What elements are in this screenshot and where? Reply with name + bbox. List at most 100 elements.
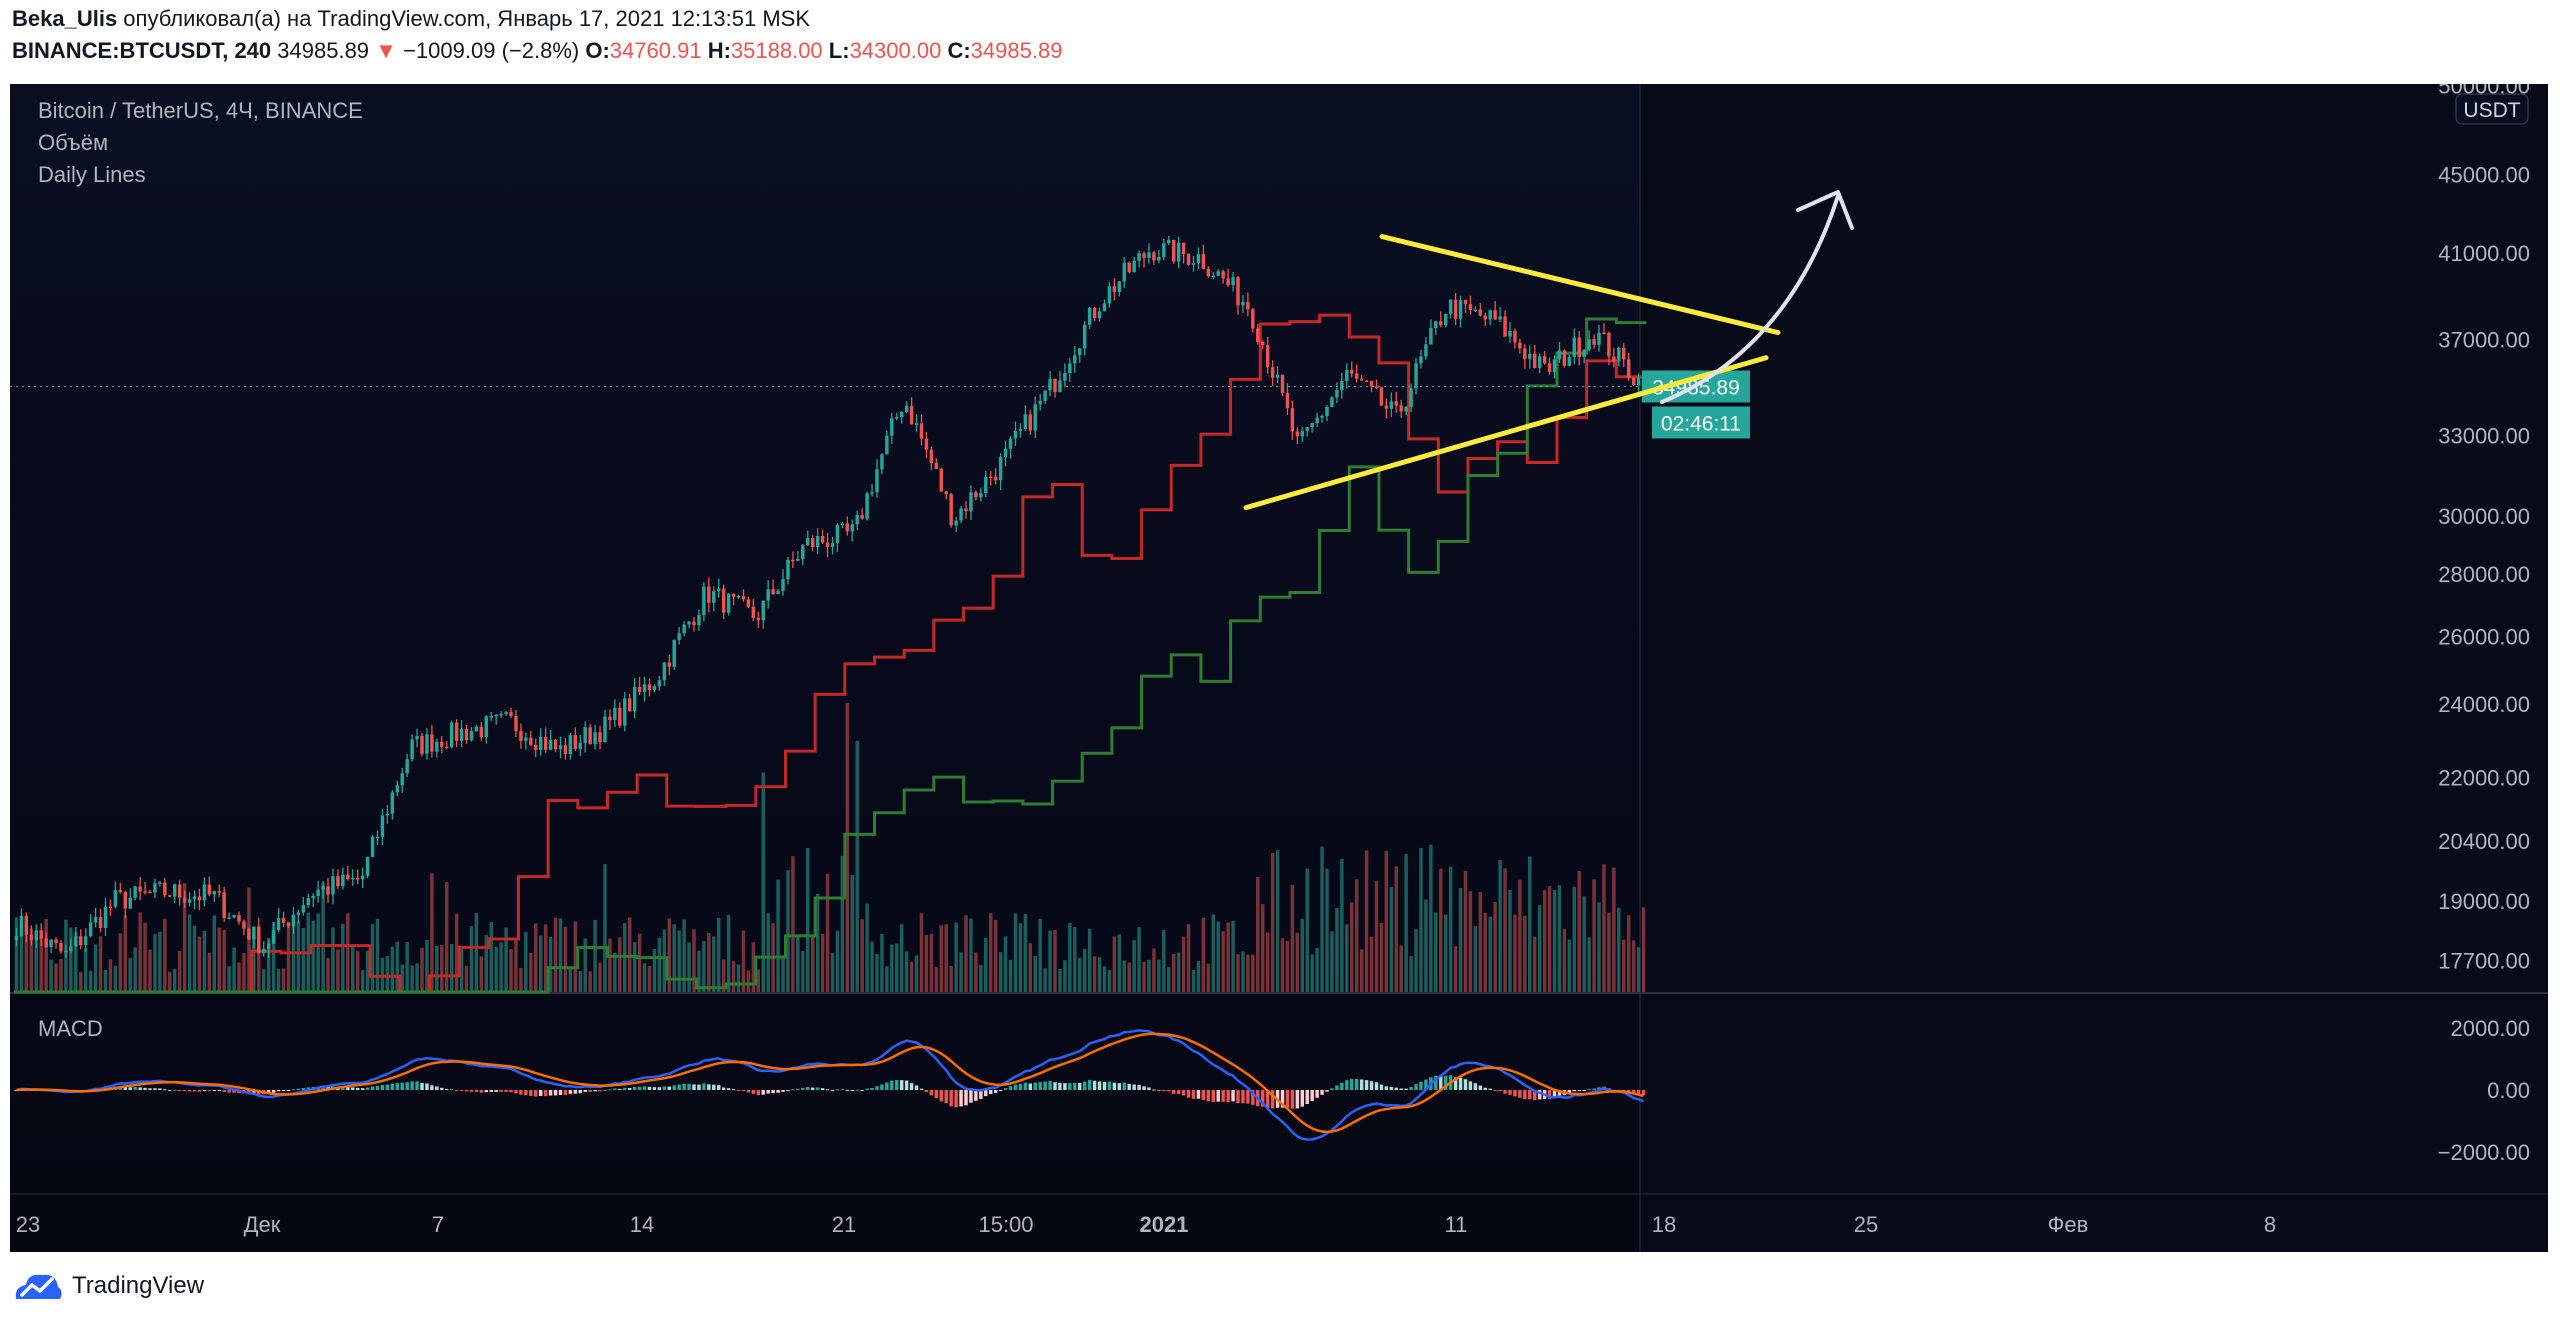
chart-area[interactable]: 34985.89 02:46:11 45000.00 41000.00 37000.0… <box>10 84 2548 1252</box>
macd-histogram-bar <box>1137 1084 1141 1090</box>
macd-histogram-bar <box>1523 1090 1527 1100</box>
macd-histogram-bar <box>454 1090 459 1091</box>
volume-bar <box>39 936 43 992</box>
candle-body <box>257 926 261 954</box>
upper-trendline[interactable] <box>1379 234 1781 336</box>
volume-bar <box>138 912 142 992</box>
macd-histogram-bar <box>1439 1075 1443 1090</box>
volume-bar <box>410 965 414 992</box>
candle-body <box>919 423 924 439</box>
forecast-arrow[interactable] <box>1660 194 1840 404</box>
macd-histogram-bar <box>815 1087 820 1090</box>
candle-body <box>667 662 672 667</box>
macd-histogram-bar <box>984 1090 988 1097</box>
macd-histogram-bar <box>1557 1090 1562 1096</box>
macd-histogram-bar <box>519 1090 523 1095</box>
volume-bar <box>647 965 652 992</box>
candle-body <box>949 494 953 526</box>
macd-legend[interactable]: MACD <box>38 1016 103 1041</box>
macd-histogram-bar <box>286 1090 291 1091</box>
candle-body <box>395 785 400 793</box>
macd-histogram-bar <box>1290 1090 1295 1109</box>
candle-body <box>1508 331 1512 337</box>
volume-bar <box>1592 879 1596 992</box>
candle-body <box>168 895 172 897</box>
candle-body <box>578 742 582 749</box>
macd-histogram-bar <box>880 1084 884 1090</box>
currency-button[interactable] <box>2455 93 2529 125</box>
price-axis-strip[interactable] <box>1640 84 2548 1252</box>
candle-body <box>1013 430 1018 439</box>
candle-body <box>904 405 909 412</box>
volume-bar <box>835 930 840 992</box>
volume-bar <box>657 937 662 992</box>
macd-histogram-bar <box>623 1087 627 1090</box>
candle-body <box>237 915 241 922</box>
macd-histogram-bar <box>1152 1089 1156 1091</box>
volume-bar <box>1597 902 1601 992</box>
macd-histogram-bar <box>1518 1090 1522 1098</box>
last-price: 34985.89 <box>277 38 370 63</box>
candle-body <box>459 728 464 741</box>
macd-histogram-bar <box>1305 1090 1309 1104</box>
volume-bar <box>974 952 978 992</box>
volume-bar <box>934 967 939 992</box>
candle-body <box>1414 363 1418 389</box>
volume-legend[interactable]: Объём <box>38 130 109 155</box>
macd-histogram-bar <box>1241 1090 1245 1104</box>
candle-body <box>252 926 256 940</box>
volume-bar <box>252 932 256 992</box>
volume-bar <box>1414 929 1418 992</box>
volume-bar <box>1206 963 1211 992</box>
candle-body <box>79 936 83 946</box>
high-value: 35188.00 <box>730 38 823 63</box>
volume-bar <box>103 969 108 992</box>
volume-bar <box>721 959 726 992</box>
candle-body <box>83 936 88 946</box>
macd-histogram-bar <box>217 1090 221 1091</box>
volume-bar <box>182 883 187 992</box>
volume-bar <box>489 922 493 992</box>
candle-body <box>1498 316 1502 320</box>
symbol-legend[interactable]: Bitcoin / TetherUS, 4Ч, BINANCE <box>38 98 363 123</box>
volume-bar <box>830 952 835 992</box>
volume-bar <box>123 915 128 992</box>
volume-bar <box>756 969 761 992</box>
candle-body <box>1063 372 1067 381</box>
candle-body <box>702 586 706 616</box>
candle-body <box>870 492 874 494</box>
candle-body <box>810 538 815 548</box>
macd-histogram-bar <box>1374 1082 1379 1090</box>
macd-histogram-bar <box>499 1090 503 1092</box>
candle-body <box>1078 348 1082 356</box>
candle-body <box>1315 417 1319 424</box>
candle-body <box>1350 369 1354 374</box>
candle-body <box>1523 348 1527 359</box>
volume-bar <box>697 950 701 992</box>
macd-histogram-bar <box>771 1090 775 1094</box>
volume-bar <box>870 941 874 992</box>
macd-histogram-bar <box>657 1087 662 1090</box>
macd-histogram-bar <box>484 1090 489 1093</box>
volume-bar <box>1226 922 1230 992</box>
brand-name[interactable]: TradingView <box>72 1272 205 1299</box>
volume-bar <box>1033 955 1037 992</box>
macd-histogram-bar <box>830 1089 835 1091</box>
daily-lines-legend[interactable]: Daily Lines <box>38 162 146 187</box>
candle-body <box>1171 239 1176 262</box>
close-label: C: <box>947 38 971 63</box>
macd-histogram-bar <box>207 1090 212 1092</box>
volume-bar <box>469 926 474 992</box>
volume-bar <box>1038 918 1042 992</box>
volume-bar <box>1191 969 1196 992</box>
macd-histogram-bar <box>1350 1079 1354 1090</box>
volume-bar <box>69 927 73 992</box>
candle-body <box>1191 263 1196 265</box>
macd-histogram-bar <box>721 1087 726 1090</box>
author-name[interactable]: Beka_Ulis <box>12 6 118 31</box>
macd-histogram-bar <box>420 1082 424 1090</box>
candle-body <box>1532 353 1537 368</box>
volume-bar <box>1073 926 1077 992</box>
lower-trendline[interactable] <box>1243 355 1769 511</box>
